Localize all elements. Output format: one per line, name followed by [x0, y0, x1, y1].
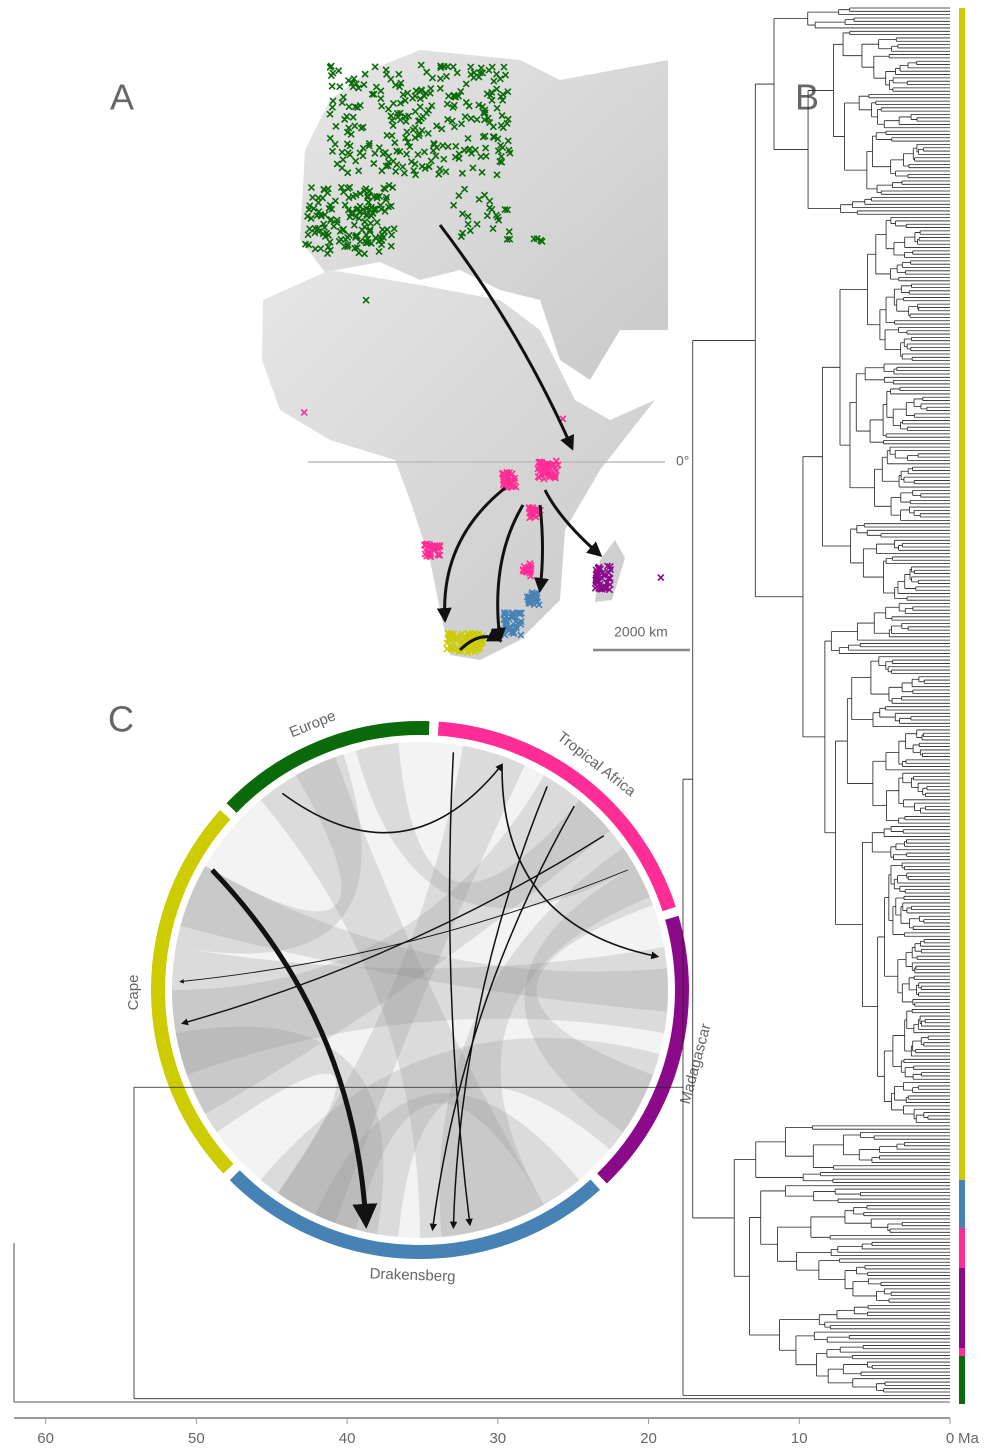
map: 0° 2000 km [262, 50, 690, 660]
tip-state [959, 1356, 965, 1404]
x-tick-label: 20 [640, 1430, 657, 1447]
scale-label: 2000 km [614, 624, 668, 640]
panel-label: B [795, 77, 819, 118]
x-tick-label: 0 [946, 1430, 954, 1447]
x-axis-label: Ma [958, 1430, 979, 1447]
x-tick-label: 60 [37, 1430, 54, 1447]
occurrences [535, 458, 561, 482]
tip-state [959, 1348, 965, 1356]
tip-state [959, 1268, 965, 1348]
region-label: Cape [125, 975, 142, 1011]
panel-label: A [110, 77, 134, 118]
tip-state [959, 8, 965, 1180]
x-tick-label: 10 [791, 1430, 808, 1447]
tip-state [959, 1228, 965, 1268]
equator-label: 0° [676, 453, 689, 469]
occurrences [421, 541, 442, 560]
x-tick-label: 30 [489, 1430, 506, 1447]
figure: 0° 2000 km A B C EuropeTropical AfricaMa… [0, 0, 999, 1450]
x-tick-label: 40 [339, 1430, 356, 1447]
tip-state [959, 1180, 965, 1228]
panel-label: C [108, 699, 134, 740]
x-tick-label: 50 [188, 1430, 205, 1447]
region-label: Europe [287, 707, 338, 741]
region-label: Drakensberg [369, 1265, 455, 1285]
occurrences [592, 563, 613, 593]
occurrences [658, 575, 664, 581]
